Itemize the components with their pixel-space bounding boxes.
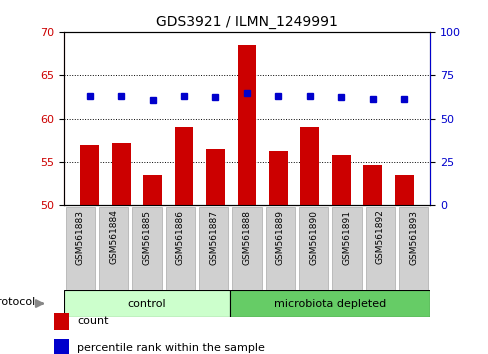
Bar: [111, 143, 130, 205]
Text: microbiota depleted: microbiota depleted: [274, 298, 386, 309]
Text: control: control: [127, 298, 166, 309]
FancyBboxPatch shape: [365, 207, 394, 290]
Title: GDS3921 / ILMN_1249991: GDS3921 / ILMN_1249991: [156, 16, 337, 29]
Bar: [54, 339, 69, 354]
Bar: [174, 127, 193, 205]
Text: GSM561884: GSM561884: [109, 210, 118, 264]
Text: GSM561891: GSM561891: [342, 210, 351, 264]
Text: GSM561892: GSM561892: [375, 210, 384, 264]
FancyBboxPatch shape: [65, 207, 95, 290]
FancyBboxPatch shape: [165, 207, 195, 290]
Text: GSM561885: GSM561885: [142, 210, 151, 264]
FancyBboxPatch shape: [398, 207, 427, 290]
Bar: [205, 149, 224, 205]
FancyBboxPatch shape: [298, 207, 327, 290]
Text: GSM561886: GSM561886: [175, 210, 184, 264]
FancyBboxPatch shape: [99, 207, 128, 290]
FancyBboxPatch shape: [332, 207, 361, 290]
Bar: [331, 155, 350, 205]
FancyBboxPatch shape: [63, 290, 230, 317]
Text: percentile rank within the sample: percentile rank within the sample: [77, 343, 264, 353]
Text: count: count: [77, 316, 108, 326]
Text: GSM561890: GSM561890: [308, 210, 318, 264]
Bar: [54, 313, 69, 330]
Text: GSM561889: GSM561889: [275, 210, 284, 264]
Text: GSM561888: GSM561888: [242, 210, 251, 264]
Text: GSM561887: GSM561887: [209, 210, 218, 264]
FancyBboxPatch shape: [132, 207, 161, 290]
Bar: [363, 165, 382, 205]
Bar: [268, 151, 287, 205]
Bar: [300, 127, 319, 205]
Bar: [80, 144, 99, 205]
Bar: [394, 175, 413, 205]
Bar: [237, 45, 256, 205]
FancyBboxPatch shape: [232, 207, 261, 290]
FancyBboxPatch shape: [265, 207, 294, 290]
FancyBboxPatch shape: [199, 207, 228, 290]
Bar: [143, 175, 162, 205]
FancyBboxPatch shape: [230, 290, 429, 317]
Text: protocol: protocol: [0, 297, 35, 307]
Text: GSM561883: GSM561883: [76, 210, 84, 264]
Text: GSM561893: GSM561893: [408, 210, 417, 264]
